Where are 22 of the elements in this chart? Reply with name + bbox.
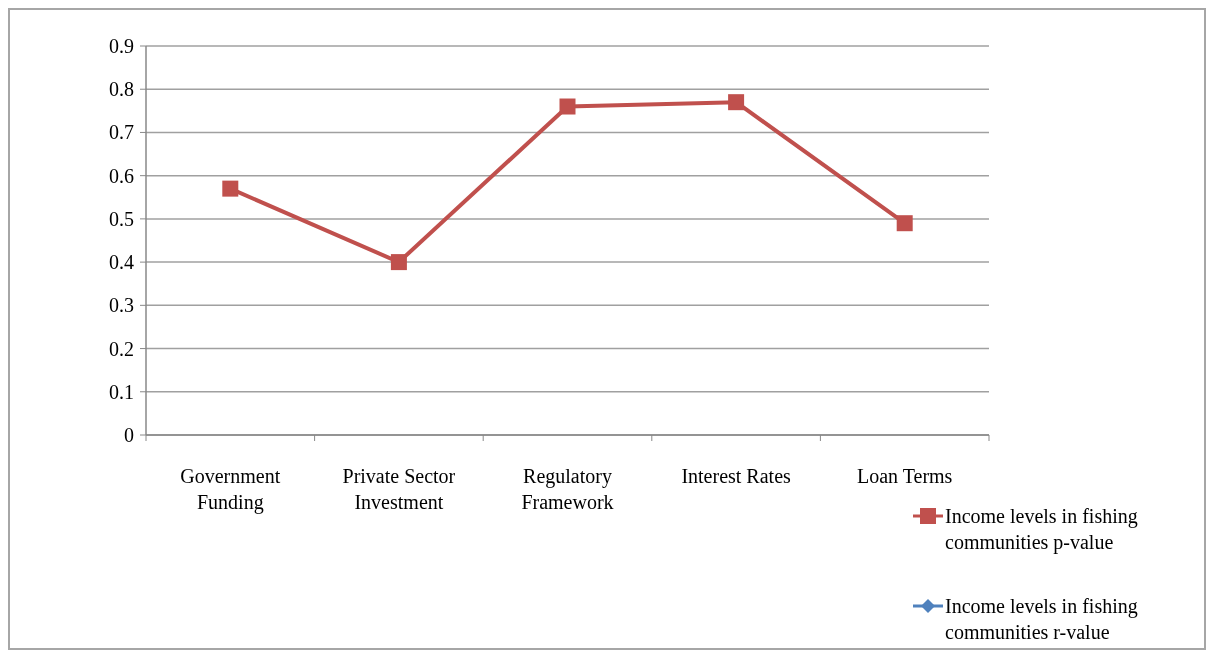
y-tick-label: 0.8	[109, 78, 134, 101]
y-tick-label: 0.9	[109, 35, 134, 57]
y-tick-label: 0.2	[109, 337, 134, 360]
x-tick-label: Interest Rates	[681, 465, 792, 487]
point	[559, 98, 576, 115]
point	[728, 94, 745, 111]
x-tick-label: Regulatory Framework	[521, 465, 614, 513]
y-tick-label: 0.7	[109, 121, 134, 144]
x-tick-label: Private Sector Investment	[342, 465, 456, 513]
y-tick-label: 0.3	[109, 294, 134, 317]
y-tick-label: 0.5	[109, 207, 134, 230]
legend-label: Income levels in fishing communities r-value	[945, 595, 1138, 643]
y-tick-label: 0	[124, 424, 134, 446]
y-tick-label: 0.6	[109, 164, 134, 187]
legend-label: Income levels in fishing communities p-value	[945, 505, 1138, 554]
point	[390, 254, 407, 271]
y-tick-label: 0.4	[109, 251, 134, 274]
y-tick-label: 0.1	[109, 380, 134, 403]
x-tick-label: Loan Terms	[856, 465, 953, 487]
x-tick-label: Government Funding	[180, 465, 281, 514]
point	[896, 215, 913, 232]
point	[222, 180, 239, 197]
